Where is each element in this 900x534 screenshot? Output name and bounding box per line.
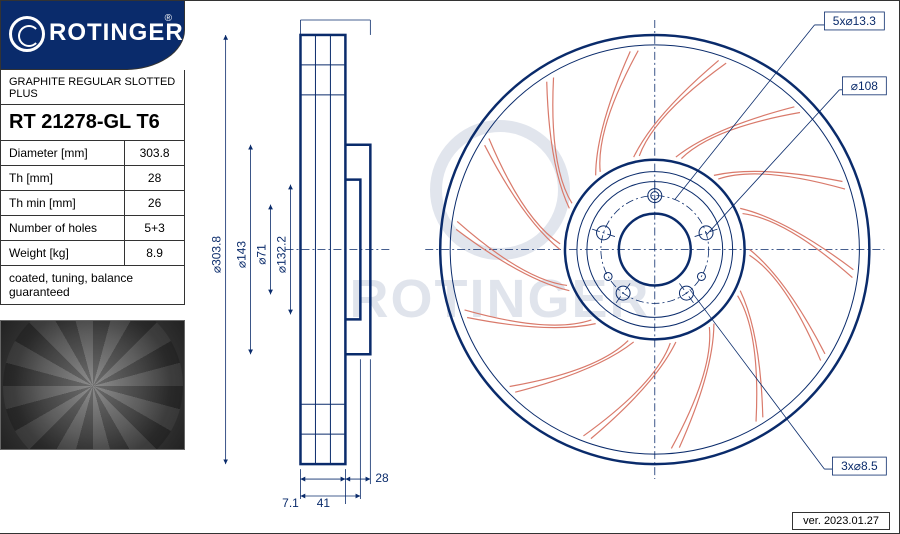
spec-sidebar: ROTINGER ® GRAPHITE REGULAR SLOTTED PLUS…	[0, 0, 185, 305]
svg-text:⌀71: ⌀71	[255, 244, 269, 265]
svg-text:7.1: 7.1	[282, 496, 299, 509]
technical-drawing: ⌀303.8 ⌀143 ⌀71 ⌀132.2 28 41 7.1	[195, 5, 895, 509]
part-number: RT 21278-GL T6	[0, 105, 185, 141]
svg-text:⌀143: ⌀143	[235, 241, 249, 269]
front-view: 5x⌀13.3 ⌀108 3x⌀8.5	[425, 12, 886, 479]
table-row: Diameter [mm]303.8	[1, 141, 185, 166]
side-view: ⌀303.8 ⌀143 ⌀71 ⌀132.2 28 41 7.1	[210, 20, 391, 509]
spec-table: Diameter [mm]303.8 Th [mm]28 Th min [mm]…	[0, 141, 185, 266]
svg-text:⌀303.8: ⌀303.8	[210, 236, 224, 274]
svg-text:41: 41	[317, 496, 331, 509]
svg-text:5x⌀13.3: 5x⌀13.3	[833, 14, 876, 28]
brand-logo: ROTINGER ®	[0, 0, 185, 70]
svg-text:3x⌀8.5: 3x⌀8.5	[841, 459, 878, 473]
version-label: ver. 2023.01.27	[792, 512, 890, 530]
brand-name: ROTINGER	[49, 19, 184, 47]
svg-text:⌀108: ⌀108	[851, 79, 879, 93]
series-label: GRAPHITE REGULAR SLOTTED PLUS	[0, 70, 185, 105]
product-thumbnail	[0, 320, 185, 450]
table-row: Number of holes5+3	[1, 216, 185, 241]
table-row: Weight [kg]8.9	[1, 241, 185, 266]
table-row: Th min [mm]26	[1, 191, 185, 216]
table-row: Th [mm]28	[1, 166, 185, 191]
footnote: coated, tuning, balance guaranteed	[0, 266, 185, 305]
svg-text:28: 28	[375, 471, 389, 485]
svg-text:⌀132.2: ⌀132.2	[275, 236, 289, 274]
